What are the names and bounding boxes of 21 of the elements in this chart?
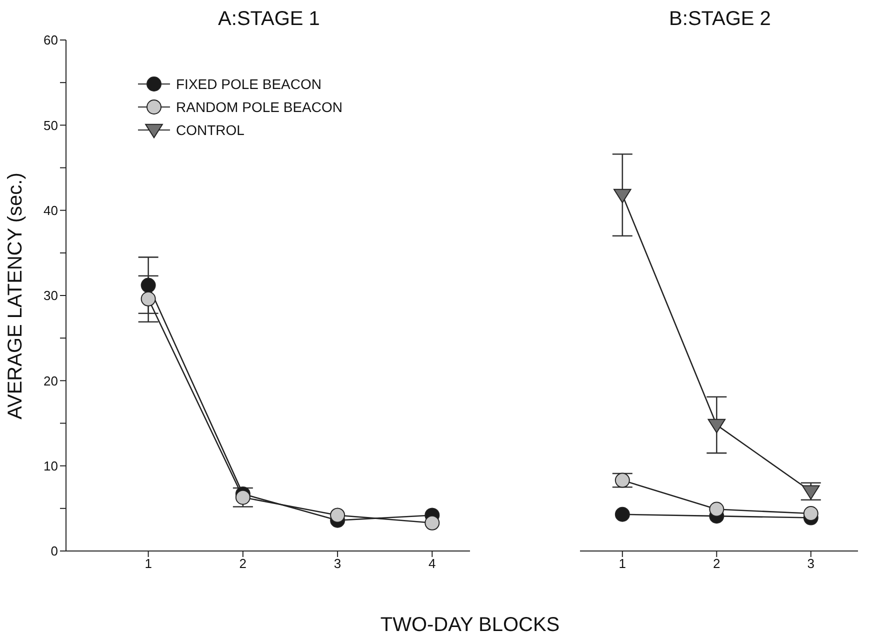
x-tick-label: 2 — [713, 556, 720, 572]
y-axis-title: AVERAGE LATENCY (sec.) — [4, 172, 28, 420]
x-tick-label: 2 — [239, 556, 247, 572]
x-tick-label: 1 — [618, 556, 626, 572]
legend-label: FIXED POLE BEACON — [176, 76, 322, 92]
y-tick-label: 50 — [44, 118, 58, 133]
y-tick-label: 20 — [44, 373, 58, 388]
x-tick-label: 3 — [807, 556, 814, 572]
x-tick-label: 3 — [334, 556, 342, 572]
y-tick-label: 30 — [44, 288, 58, 304]
x-axis-title: TWO-DAY BLOCKS — [380, 614, 560, 637]
y-tick-label: 10 — [44, 458, 58, 474]
legend-label: CONTROL — [176, 122, 244, 138]
y-tick-label: 0 — [50, 544, 58, 559]
x-tick-label: 4 — [428, 556, 436, 572]
y-tick-label: 60 — [44, 32, 58, 48]
x-tick-label: 1 — [144, 556, 152, 572]
legend-label: RANDOM POLE BEACON — [176, 98, 342, 114]
chart-title: A:STAGE 1 — [217, 8, 321, 31]
chart-title: B:STAGE 2 — [668, 8, 772, 31]
y-tick-label: 40 — [44, 202, 58, 218]
